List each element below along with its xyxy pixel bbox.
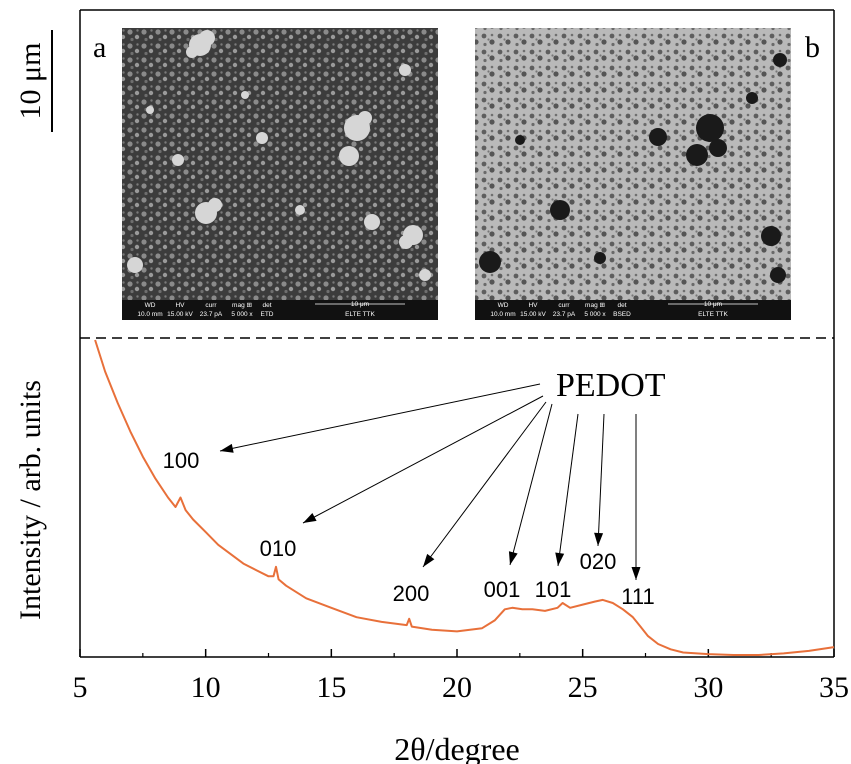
info-bar-a — [122, 300, 438, 320]
info-value-b-wd: 10.0 mm — [490, 311, 515, 318]
peak-arrows — [219, 383, 641, 580]
arrow-line-001 — [509, 403, 553, 566]
sem-panel-b: WD HV curr mag ⊞ det 10.0 mm 15.00 kV 23… — [475, 28, 791, 320]
y-axis-label: Intensity / arb. units — [14, 380, 47, 620]
info-value-b-curr: 23.7 pA — [553, 311, 576, 318]
arrow-head-001 — [508, 551, 518, 565]
arrow-line-100 — [219, 383, 541, 452]
x-tick-label-15: 15 — [316, 671, 346, 704]
info-bar-b — [475, 300, 791, 320]
sem-image-b — [475, 28, 791, 300]
sem-panel-a: WD HV curr mag ⊞ det 10.0 mm 15.00 kV 23… — [122, 28, 438, 320]
peak-label-111: 111 — [621, 584, 654, 609]
info-value-a-mag: 5 000 x — [231, 311, 253, 318]
arrow-head-100 — [220, 443, 234, 453]
info-value-a-hv: 15.00 kV — [167, 311, 193, 318]
arrow-head-101 — [555, 552, 565, 566]
info-header-a-hv: HV — [175, 302, 185, 309]
info-header-b-hv: HV — [528, 302, 538, 309]
peak-label-100: 100 — [163, 448, 200, 473]
arrow-head-111 — [631, 567, 641, 580]
info-value-a-curr: 23.7 pA — [200, 311, 223, 318]
info-scale-b: 10 μm — [704, 301, 722, 308]
peak-label-010: 010 — [260, 536, 297, 561]
x-tick-label-35: 35 — [819, 671, 849, 704]
info-lab-b: ELTE TTK — [698, 311, 728, 318]
info-header-a-curr: curr — [205, 302, 217, 309]
panel-label-b: b — [805, 31, 820, 64]
info-lab-a: ELTE TTK — [345, 311, 375, 318]
arrow-line-101 — [557, 413, 579, 567]
info-header-a-det: det — [262, 302, 271, 309]
x-axis-tick-labels: 5 10 15 20 25 30 35 — [73, 671, 850, 704]
x-tick-label-5: 5 — [73, 671, 88, 704]
info-bar-b-text: WD HV curr mag ⊞ det 10.0 mm 15.00 kV 23… — [490, 301, 728, 318]
x-tick-label-20: 20 — [442, 671, 472, 704]
info-bar-a-text: WD HV curr mag ⊞ det 10.0 mm 15.00 kV 23… — [137, 301, 375, 318]
scale-bar-label: 10 μm — [14, 43, 47, 120]
info-value-a-det: ETD — [261, 311, 274, 318]
sem-clusters-a — [127, 30, 431, 281]
info-header-b-wd: WD — [498, 302, 509, 309]
sem-dark-regions-b — [479, 53, 787, 283]
info-header-b-det: det — [617, 302, 626, 309]
x-tick-label-30: 30 — [693, 671, 723, 704]
sem-image-a — [122, 28, 438, 300]
peak-label-020: 020 — [580, 549, 617, 574]
x-axis-ticks — [79, 649, 835, 657]
info-value-b-mag: 5 000 x — [584, 311, 606, 318]
arrow-line-200 — [422, 401, 547, 568]
info-value-a-wd: 10.0 mm — [137, 311, 162, 318]
arrow-line-010 — [302, 395, 544, 524]
x-tick-label-25: 25 — [568, 671, 598, 704]
info-value-b-hv: 15.00 kV — [520, 311, 546, 318]
arrow-head-010 — [303, 512, 317, 523]
pedot-label: PEDOT — [556, 367, 666, 404]
info-header-a-mag: mag ⊞ — [232, 302, 252, 309]
info-value-b-det: BSED — [613, 311, 631, 318]
x-axis-label: 2θ/degree — [394, 731, 519, 764]
arrow-head-200 — [423, 553, 435, 567]
info-header-a-wd: WD — [145, 302, 156, 309]
info-scale-a: 10 μm — [351, 301, 369, 308]
peak-label-101: 101 — [535, 577, 572, 602]
peak-label-001: 001 — [484, 577, 521, 602]
panel-label-a: a — [93, 31, 106, 64]
peak-label-200: 200 — [393, 581, 430, 606]
x-tick-label-10: 10 — [191, 671, 221, 704]
info-header-b-curr: curr — [558, 302, 570, 309]
info-header-b-mag: mag ⊞ — [585, 302, 605, 309]
xrd-trace — [94, 339, 835, 656]
arrow-head-020 — [594, 532, 604, 546]
arrow-line-020 — [597, 413, 605, 547]
